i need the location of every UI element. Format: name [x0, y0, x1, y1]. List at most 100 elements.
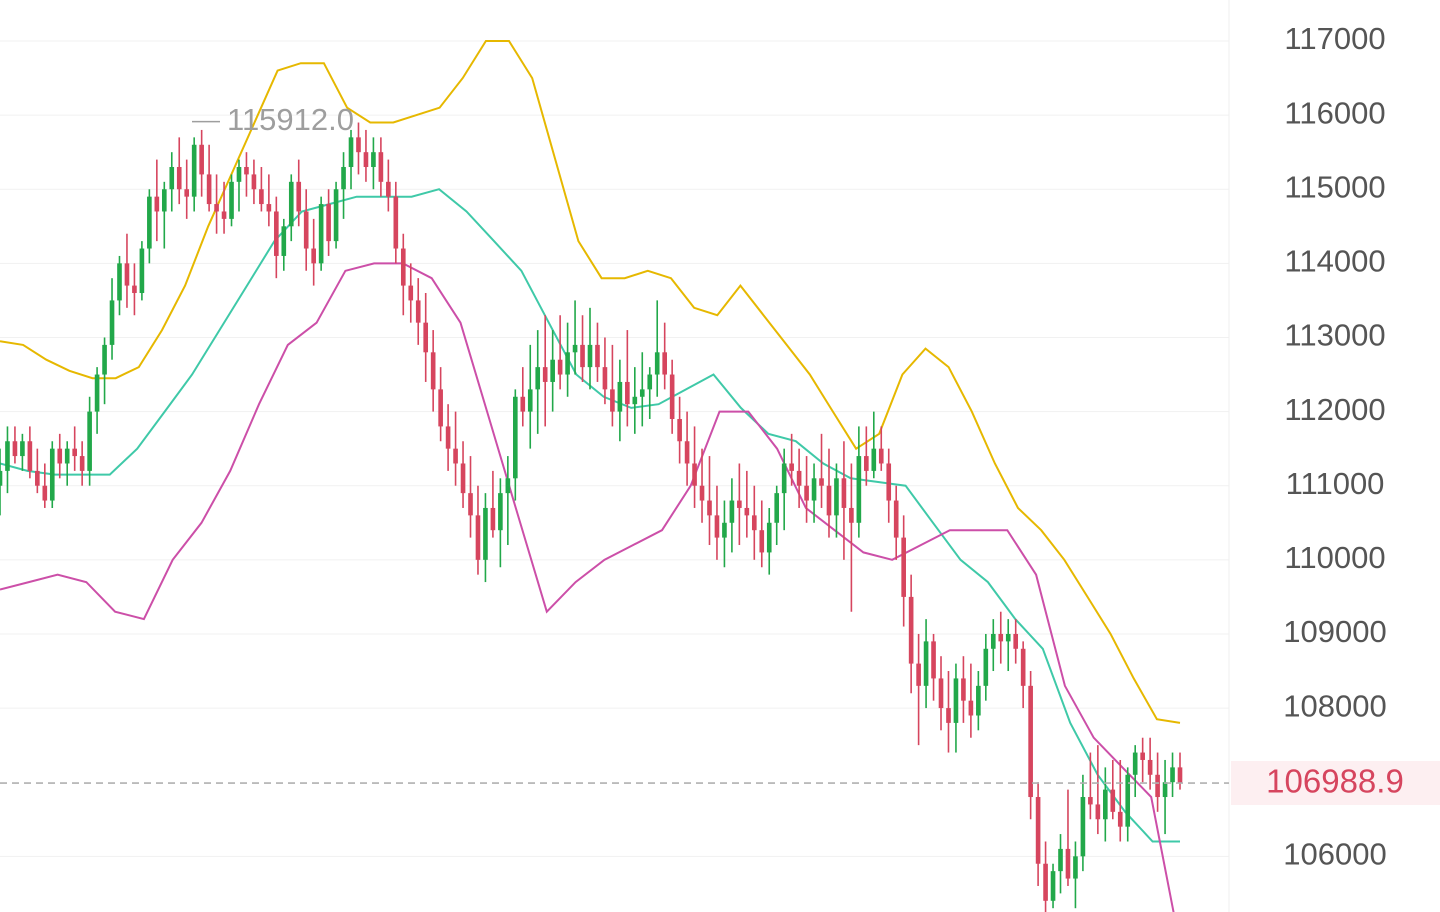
candle: [79, 441, 85, 486]
candles: [0, 122, 1183, 912]
candle: [513, 389, 518, 501]
candle: [1155, 752, 1160, 812]
candle-body: [1013, 633, 1019, 649]
candle-body: [632, 396, 638, 405]
candle-body: [288, 181, 294, 227]
candle: [595, 322, 600, 382]
candle: [356, 122, 361, 175]
candle: [587, 307, 593, 390]
candle: [1147, 737, 1153, 790]
candle-body: [139, 248, 145, 294]
candle: [722, 500, 727, 568]
candle-body: [759, 530, 765, 553]
candle-body: [1073, 856, 1078, 879]
candle-body: [714, 515, 720, 538]
candle-body: [400, 248, 406, 286]
candle-body: [677, 419, 682, 442]
price-tick-label: 108000: [1283, 688, 1386, 723]
candle-body: [737, 500, 742, 508]
candle-body: [1117, 811, 1123, 827]
candle: [901, 515, 906, 627]
candle: [12, 426, 18, 464]
candle-body: [968, 700, 974, 716]
candle: [154, 159, 160, 242]
candle: [169, 152, 175, 212]
candle: [87, 396, 92, 486]
lower-band-line: [0, 262, 1175, 912]
candle-body: [602, 367, 608, 390]
candle: [430, 330, 436, 412]
candle-body: [184, 189, 190, 197]
candle-body: [953, 678, 959, 723]
candle: [303, 189, 309, 271]
candle: [400, 233, 406, 316]
candle-body: [841, 478, 847, 508]
candle: [498, 478, 503, 568]
candle-body: [1110, 789, 1116, 812]
candle-body: [102, 344, 107, 375]
candle: [35, 448, 40, 494]
candle-body: [550, 359, 555, 382]
candle-body: [864, 456, 869, 471]
candle: [946, 671, 951, 753]
candle-body: [154, 196, 160, 212]
candle: [408, 263, 414, 323]
candle-body: [766, 522, 772, 553]
candle: [520, 367, 526, 427]
candle: [976, 671, 981, 731]
candle: [774, 485, 780, 546]
candle-body: [796, 470, 802, 486]
candle: [5, 426, 10, 494]
candle-body: [580, 344, 585, 368]
candle: [251, 159, 257, 205]
candle: [632, 367, 638, 434]
candle-body: [1028, 685, 1033, 798]
candle-body: [535, 367, 541, 390]
candle-body: [1050, 871, 1056, 901]
candle-body: [1125, 774, 1131, 827]
price-tick-label: 106000: [1283, 837, 1386, 872]
candle-body: [1080, 797, 1086, 857]
candle: [363, 129, 369, 182]
candle: [64, 441, 70, 486]
candle-body: [12, 441, 18, 457]
candle-body: [901, 537, 906, 597]
candle: [542, 315, 548, 427]
candle: [751, 485, 757, 560]
candle: [699, 448, 705, 523]
candle-body: [124, 263, 130, 286]
candle: [214, 174, 219, 234]
candle-body: [393, 196, 399, 249]
candle: [1110, 759, 1116, 820]
candle-body: [490, 507, 496, 531]
candle: [1132, 745, 1138, 798]
candle: [378, 137, 384, 197]
candle-body: [378, 152, 384, 182]
candle-body: [662, 352, 667, 375]
candle: [1080, 774, 1086, 872]
candle-body: [654, 352, 660, 375]
price-axis: 117000 116000 115000 114000 113000 112000 1110…: [1283, 21, 1386, 871]
candle: [968, 663, 974, 738]
candle-body: [1095, 804, 1101, 820]
candle-body: [774, 493, 780, 523]
candle-body: [49, 448, 55, 501]
candle: [117, 255, 122, 316]
candle: [1020, 641, 1026, 709]
price-tick-label: 116000: [1284, 95, 1385, 130]
candle: [490, 470, 496, 538]
candle-body: [699, 485, 705, 501]
candle: [669, 359, 675, 434]
candle-body: [520, 396, 526, 412]
candle: [1028, 671, 1033, 820]
last-price-label: 106988.9: [1266, 763, 1404, 800]
candle: [57, 433, 63, 479]
candle-body: [318, 204, 324, 264]
price-tick-label: 111000: [1286, 466, 1385, 501]
candle-body: [109, 300, 115, 345]
candle-body: [983, 648, 989, 686]
candle: [931, 633, 936, 701]
candle: [206, 144, 212, 212]
candle: [796, 448, 802, 508]
candle-body: [849, 507, 854, 523]
